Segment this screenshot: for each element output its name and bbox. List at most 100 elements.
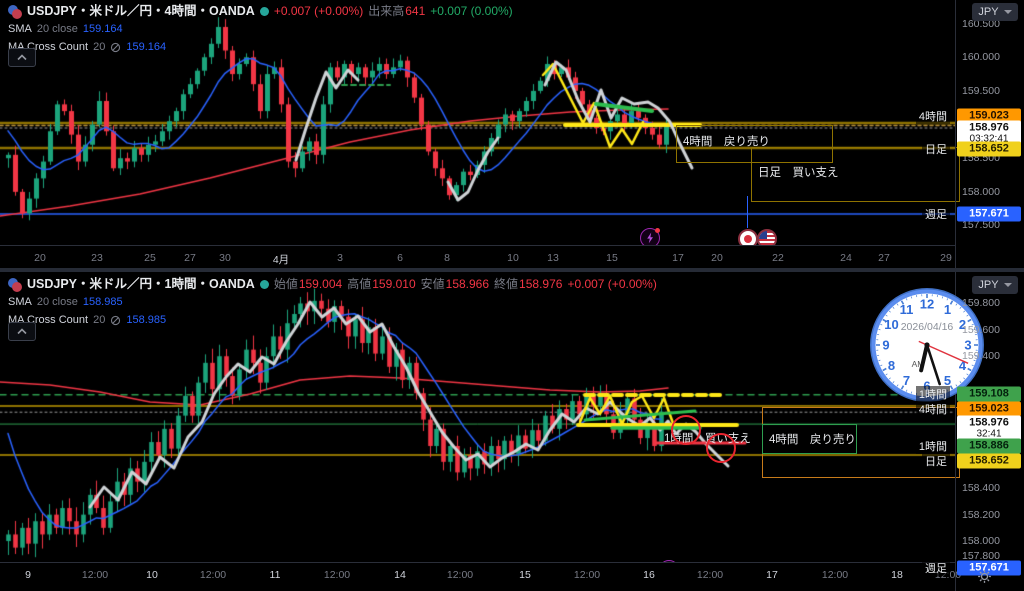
indicator-value: 158.985: [82, 296, 123, 308]
annotation-box-4h-sell[interactable]: 4時間 戻り売り: [676, 125, 833, 163]
market-status-dot-icon[interactable]: [259, 280, 269, 289]
chart-canvas-4h[interactable]: [0, 0, 955, 245]
high-label: 高値: [347, 277, 372, 291]
indicator-row-sma[interactable]: SMA 20 close 159.164: [8, 21, 513, 38]
svg-text:12: 12: [920, 297, 934, 312]
price-level-badge[interactable]: 159.108: [957, 386, 1021, 402]
svg-text:10: 10: [884, 317, 898, 332]
collapse-indicators-button[interactable]: [8, 48, 36, 67]
market-status-dot-icon[interactable]: [259, 7, 269, 16]
annotation-text: 4時間 戻り売り: [769, 434, 856, 446]
time-tick-label: 10: [507, 252, 519, 264]
price-level-badge[interactable]: 158.652: [957, 453, 1021, 469]
svg-text:4: 4: [959, 358, 967, 373]
price-tick-label: 159.800: [962, 297, 1000, 309]
time-tick-label: 12:00: [199, 569, 227, 581]
highlight-circle[interactable]: [706, 433, 736, 463]
symbol-logo-icon: [8, 277, 22, 292]
time-axis-4h[interactable]: 20 23 25 27 30 4月 3 6 8 10 13 15 17 20 22 24 27 29: [0, 245, 955, 269]
time-tick-label: 6: [397, 252, 403, 264]
indicator-value: 159.164: [82, 23, 123, 35]
no-data-icon: [111, 315, 121, 326]
indicator-row-macrosscount[interactable]: MA Cross Count 20 159.164: [8, 39, 513, 56]
price-tick-label: 159.400: [962, 350, 1000, 362]
price-level-badge[interactable]: 157.671: [957, 206, 1021, 222]
clock-widget[interactable]: 121234567891011 2026/04/16 AM: [868, 286, 986, 404]
svg-text:5: 5: [944, 373, 951, 388]
settings-gear-icon[interactable]: [977, 569, 992, 589]
indicator-row-sma[interactable]: SMA 20 close 158.985: [8, 294, 657, 311]
clock-tick-marks: [876, 294, 978, 396]
price-level-badge[interactable]: 159.023: [957, 108, 1021, 124]
price-tick-label: 160.000: [962, 51, 1000, 63]
indicator-params: 20 close: [36, 23, 78, 35]
time-tick-label: 29: [940, 252, 952, 264]
svg-text:2: 2: [959, 317, 966, 332]
close-value: 158.976: [519, 277, 563, 291]
price-tick-label: 157.800: [962, 550, 1000, 562]
chart-canvas-1h[interactable]: [0, 272, 955, 562]
event-marker-line: [747, 196, 748, 228]
time-tick-label: 15: [606, 252, 618, 264]
time-tick-label: 3: [337, 252, 343, 264]
time-tick-label: 12:00: [446, 569, 474, 581]
collapse-indicators-button[interactable]: [8, 322, 36, 341]
time-tick-label: 12:00: [821, 569, 849, 581]
price-level-badge[interactable]: 158.976 03:32:41: [957, 120, 1021, 146]
annotation-box-daily-support[interactable]: 日足 買い支え: [751, 147, 960, 202]
indicator-value: 159.164: [126, 41, 167, 53]
currency-label: JPY: [978, 279, 999, 291]
highlight-circle[interactable]: [671, 415, 701, 445]
time-tick-label: 8: [444, 252, 450, 264]
svg-text:8: 8: [888, 358, 895, 373]
time-tick-label: 25: [144, 252, 156, 264]
currency-selector[interactable]: JPY: [972, 276, 1018, 294]
panel-divider[interactable]: [0, 268, 1024, 272]
annotation-box-4h-sell[interactable]: 4時間 戻り売り: [762, 424, 857, 454]
lightning-icon: [647, 232, 653, 244]
volume-change: +0.007 (0.00%): [430, 4, 513, 18]
price-level-badge[interactable]: 159.023: [957, 401, 1021, 417]
price-level-badge[interactable]: 158.886: [957, 438, 1021, 454]
indicator-params: 20: [93, 314, 106, 326]
volume-label: 出来高: [368, 4, 405, 18]
indicator-row-macrosscount[interactable]: MA Cross Count 20 158.985: [8, 312, 657, 329]
time-tick-label: 9: [25, 569, 31, 581]
clock-meridiem: AM: [912, 359, 925, 369]
symbol-title[interactable]: USDJPY・米ドル／円・1時間・OANDA: [27, 277, 255, 291]
time-tick-label: 27: [184, 252, 196, 264]
time-tick-label: 12:00: [573, 569, 601, 581]
time-tick-label: 17: [672, 252, 684, 264]
time-axis-1h[interactable]: 9 12:00 10 12:00 11 12:00 14 12:00 15 12:00 16 12:0…: [0, 562, 961, 591]
price-level-badge[interactable]: 158.652: [957, 141, 1021, 157]
price-tick-label: 158.000: [962, 535, 1000, 547]
time-tick-label: 12:00: [81, 569, 109, 581]
time-tick-label: 15: [519, 569, 531, 581]
price-level-badge[interactable]: 157.671: [957, 560, 1021, 576]
price-change: +0.007 (+0.00%): [567, 277, 657, 291]
svg-text:3: 3: [964, 338, 971, 353]
price-axis-border: [955, 0, 956, 591]
clock-minute-hand: [925, 343, 941, 386]
symbol-logo-icon: [8, 4, 22, 19]
chevron-up-icon: [17, 328, 27, 335]
currency-selector[interactable]: JPY: [972, 3, 1018, 21]
time-tick-label: 22: [772, 252, 784, 264]
time-tick-label: 10: [146, 569, 158, 581]
close-label: 終値: [494, 277, 519, 291]
symbol-title[interactable]: USDJPY・米ドル／円・4時間・OANDA: [27, 4, 255, 18]
timeframe-level-label: 週足: [922, 206, 950, 222]
clock-date: 2026/04/16: [901, 321, 954, 333]
indicator-params: 20 close: [36, 296, 78, 308]
open-label: 始値: [273, 277, 298, 291]
time-tick-label: 4月: [272, 254, 290, 266]
panel-header-4h: USDJPY・米ドル／円・4時間・OANDA +0.007 (+0.00%) 出…: [8, 3, 513, 56]
time-tick-label: 12:00: [696, 569, 724, 581]
svg-text:1: 1: [944, 302, 951, 317]
clock-hour-hand: [919, 343, 929, 373]
time-tick-label: 12:00: [323, 569, 351, 581]
low-label: 安値: [420, 277, 445, 291]
time-tick-label: 11: [269, 569, 281, 581]
price-level-badge[interactable]: 158.976 32:41: [957, 415, 1021, 441]
